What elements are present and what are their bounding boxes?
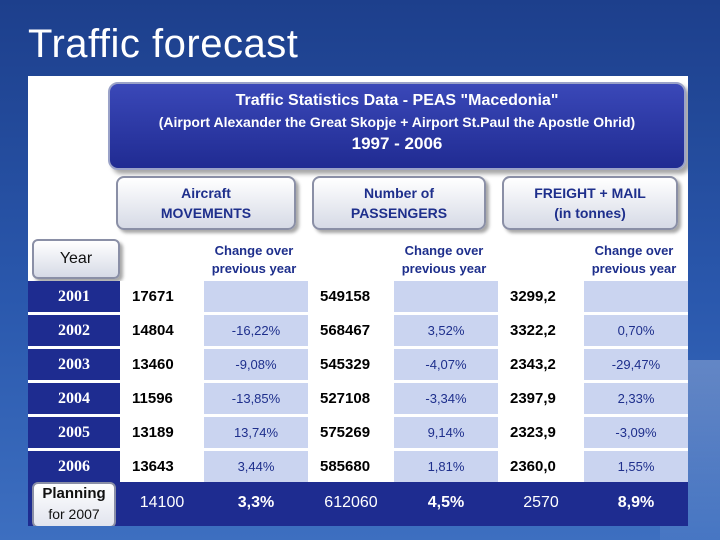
- category-passengers-line2: PASSENGERS: [350, 205, 448, 221]
- passengers-cell: 545329: [308, 347, 394, 383]
- freight-cell: 2323,9: [498, 415, 584, 451]
- category-passengers: Number of PASSENGERS: [312, 176, 486, 230]
- passengers-cell: 585680: [308, 449, 394, 485]
- movements-cell: 14804: [120, 313, 204, 349]
- freight-cell: 2397,9: [498, 381, 584, 417]
- movements-cell: 11596: [120, 381, 204, 417]
- year-column-header: Year: [32, 239, 120, 279]
- planning-passengers-change: 4,5%: [427, 494, 465, 511]
- freight-change-cell: -29,47%: [584, 347, 688, 383]
- table-row: 2003 13460 -9,08% 545329 -4,07% 2343,2 -29,47%: [28, 347, 688, 383]
- table-row: 2004 11596 -13,85% 527108 -3,34% 2397,9 2,33%: [28, 381, 688, 417]
- passengers-cell: 549158: [308, 281, 394, 315]
- freight-cell: 3322,2: [498, 313, 584, 349]
- movements-change-cell: [204, 281, 308, 315]
- year-cell: 2002: [28, 313, 120, 349]
- movements-cell: 13643: [120, 449, 204, 485]
- category-freight-mail: FREIGHT + MAIL (in tonnes): [502, 176, 678, 230]
- header-airports: (Airport Alexander the Great Skopje + Ai…: [158, 114, 636, 130]
- change-header-line2: previous year: [591, 261, 677, 276]
- movements-cell: 17671: [120, 281, 204, 315]
- year-cell: 2003: [28, 347, 120, 383]
- passengers-cell: 527108: [308, 381, 394, 417]
- movements-cell: 13189: [120, 415, 204, 451]
- passengers-change-cell: -3,34%: [394, 381, 498, 417]
- passengers-cell: 575269: [308, 415, 394, 451]
- movements-change-cell: 3,44%: [204, 449, 308, 485]
- planning-movements-change: 3,3%: [237, 494, 275, 511]
- table-row: 2001 17671 549158 3299,2: [28, 281, 688, 315]
- year-cell: 2001: [28, 281, 120, 315]
- category-passengers-line1: Number of: [364, 185, 434, 201]
- planning-label-line1: Planning: [42, 485, 106, 502]
- freight-cell: 2360,0: [498, 449, 584, 485]
- passengers-change-cell: 1,81%: [394, 449, 498, 485]
- slide-title: Traffic forecast: [28, 22, 299, 66]
- freight-change-cell: [584, 281, 688, 315]
- change-header-line1: Change over: [594, 243, 674, 258]
- movements-change-cell: -16,22%: [204, 313, 308, 349]
- category-freight-line1: FREIGHT + MAIL: [534, 185, 646, 201]
- planning-label-line2: for 2007: [48, 506, 100, 522]
- freight-change-header: Change over previous year: [584, 242, 684, 278]
- year-cell: 2004: [28, 381, 120, 417]
- change-header-line2: previous year: [211, 261, 297, 276]
- freight-change-cell: -3,09%: [584, 415, 688, 451]
- movements-change-cell: -9,08%: [204, 347, 308, 383]
- planning-passengers: 612060: [324, 494, 378, 511]
- table-row: 2006 13643 3,44% 585680 1,81% 2360,0 1,55%: [28, 449, 688, 485]
- movements-cell: 13460: [120, 347, 204, 383]
- freight-cell: 3299,2: [498, 281, 584, 315]
- freight-change-cell: 1,55%: [584, 449, 688, 485]
- planning-freight: 2570: [523, 494, 559, 511]
- passengers-change-header: Change over previous year: [394, 242, 494, 278]
- change-header-line1: Change over: [214, 243, 294, 258]
- passengers-change-cell: 9,14%: [394, 415, 498, 451]
- freight-change-cell: 2,33%: [584, 381, 688, 417]
- planning-freight-change: 8,9%: [617, 494, 655, 511]
- year-cell: 2005: [28, 415, 120, 451]
- movements-change-header: Change over previous year: [204, 242, 304, 278]
- year-cell: 2006: [28, 449, 120, 485]
- category-freight-line2: (in tonnes): [554, 205, 626, 221]
- planning-movements: 14100: [139, 494, 185, 511]
- change-header-line1: Change over: [404, 243, 484, 258]
- category-aircraft-line2: MOVEMENTS: [160, 205, 252, 221]
- header-title: Traffic Statistics Data - PEAS "Macedoni…: [235, 92, 559, 109]
- passengers-change-cell: [394, 281, 498, 315]
- passengers-change-cell: -4,07%: [394, 347, 498, 383]
- statistics-panel: Traffic Statistics Data - PEAS "Macedoni…: [28, 76, 688, 526]
- passengers-cell: 568467: [308, 313, 394, 349]
- movements-change-cell: 13,74%: [204, 415, 308, 451]
- change-header-line2: previous year: [401, 261, 487, 276]
- passengers-change-cell: 3,52%: [394, 313, 498, 349]
- planning-label: Planning for 2007: [32, 482, 116, 526]
- category-aircraft-line1: Aircraft: [181, 185, 231, 201]
- traffic-data-table: 2001 17671 549158 3299,2 2002 14804 -16,22% 568…: [28, 281, 688, 485]
- freight-cell: 2343,2: [498, 347, 584, 383]
- category-aircraft-movements: Aircraft MOVEMENTS: [116, 176, 296, 230]
- freight-change-cell: 0,70%: [584, 313, 688, 349]
- table-row: 2005 13189 13,74% 575269 9,14% 2323,9 -3,09%: [28, 415, 688, 451]
- planning-row: [28, 482, 688, 526]
- header-period: 1997 - 2006: [351, 134, 443, 153]
- movements-change-cell: -13,85%: [204, 381, 308, 417]
- table-row: 2002 14804 -16,22% 568467 3,52% 3322,2 0,70%: [28, 313, 688, 349]
- table-header-banner: Traffic Statistics Data - PEAS "Macedoni…: [108, 82, 686, 170]
